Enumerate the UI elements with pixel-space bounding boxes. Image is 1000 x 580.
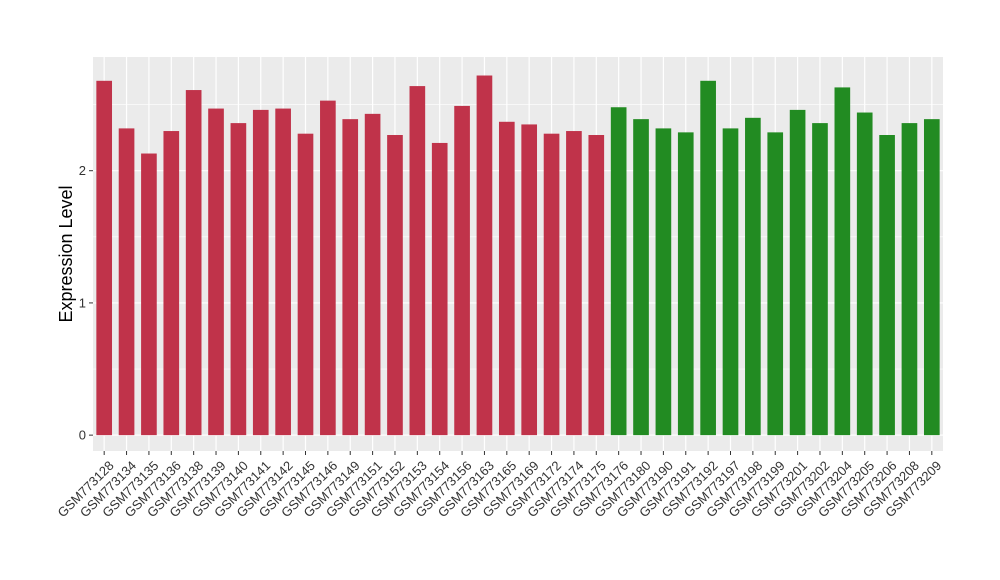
bar-GSM773191 xyxy=(677,132,694,436)
y-tick-label: 1 xyxy=(79,295,86,310)
y-tick-label: 0 xyxy=(79,428,86,443)
bar-GSM773152 xyxy=(387,135,403,436)
bar-GSM773149 xyxy=(342,119,359,436)
bar-GSM773199 xyxy=(767,132,784,436)
bar-GSM773145 xyxy=(297,133,314,436)
bar-GSM773202 xyxy=(812,123,828,436)
y-tick-label: 2 xyxy=(79,163,86,178)
y-axis-title: Expression Level xyxy=(56,185,76,322)
bars xyxy=(96,75,940,436)
bar-GSM773146 xyxy=(320,100,336,436)
bar-GSM773209 xyxy=(923,119,940,436)
bar-GSM773154 xyxy=(431,142,448,436)
bar-GSM773192 xyxy=(700,80,716,436)
bar-GSM773190 xyxy=(655,128,672,436)
bar-GSM773138 xyxy=(185,90,202,436)
bar-GSM773141 xyxy=(252,109,269,436)
bar-GSM773174 xyxy=(566,131,582,436)
bar-GSM773205 xyxy=(856,112,873,436)
bar-GSM773140 xyxy=(230,123,247,436)
bar-GSM773151 xyxy=(364,113,381,436)
bar-GSM773163 xyxy=(476,75,493,436)
bar-GSM773175 xyxy=(588,135,605,436)
bar-GSM773169 xyxy=(521,124,538,436)
bar-GSM773201 xyxy=(789,109,806,436)
bar-GSM773136 xyxy=(163,131,180,436)
bar-GSM773206 xyxy=(879,135,895,436)
bar-GSM773142 xyxy=(275,108,291,436)
bar-GSM773172 xyxy=(543,133,560,436)
bar-GSM773153 xyxy=(409,86,426,436)
bar-GSM773176 xyxy=(610,107,627,436)
bar-GSM773165 xyxy=(498,121,515,436)
bar-GSM773197 xyxy=(722,128,739,436)
y-axis: 0 1 2 xyxy=(79,163,93,443)
bar-GSM773128 xyxy=(96,80,113,436)
bar-GSM773180 xyxy=(633,119,649,436)
bar-GSM773135 xyxy=(141,153,157,436)
bar-GSM773139 xyxy=(208,108,224,436)
x-axis: GSM773128GSM773134GSM773135GSM773136GSM7… xyxy=(55,451,944,520)
bar-GSM773134 xyxy=(118,128,135,436)
bar-GSM773198 xyxy=(745,117,761,436)
bar-GSM773156 xyxy=(454,105,470,436)
bar-GSM773208 xyxy=(901,123,918,436)
bar-GSM773204 xyxy=(834,87,851,436)
